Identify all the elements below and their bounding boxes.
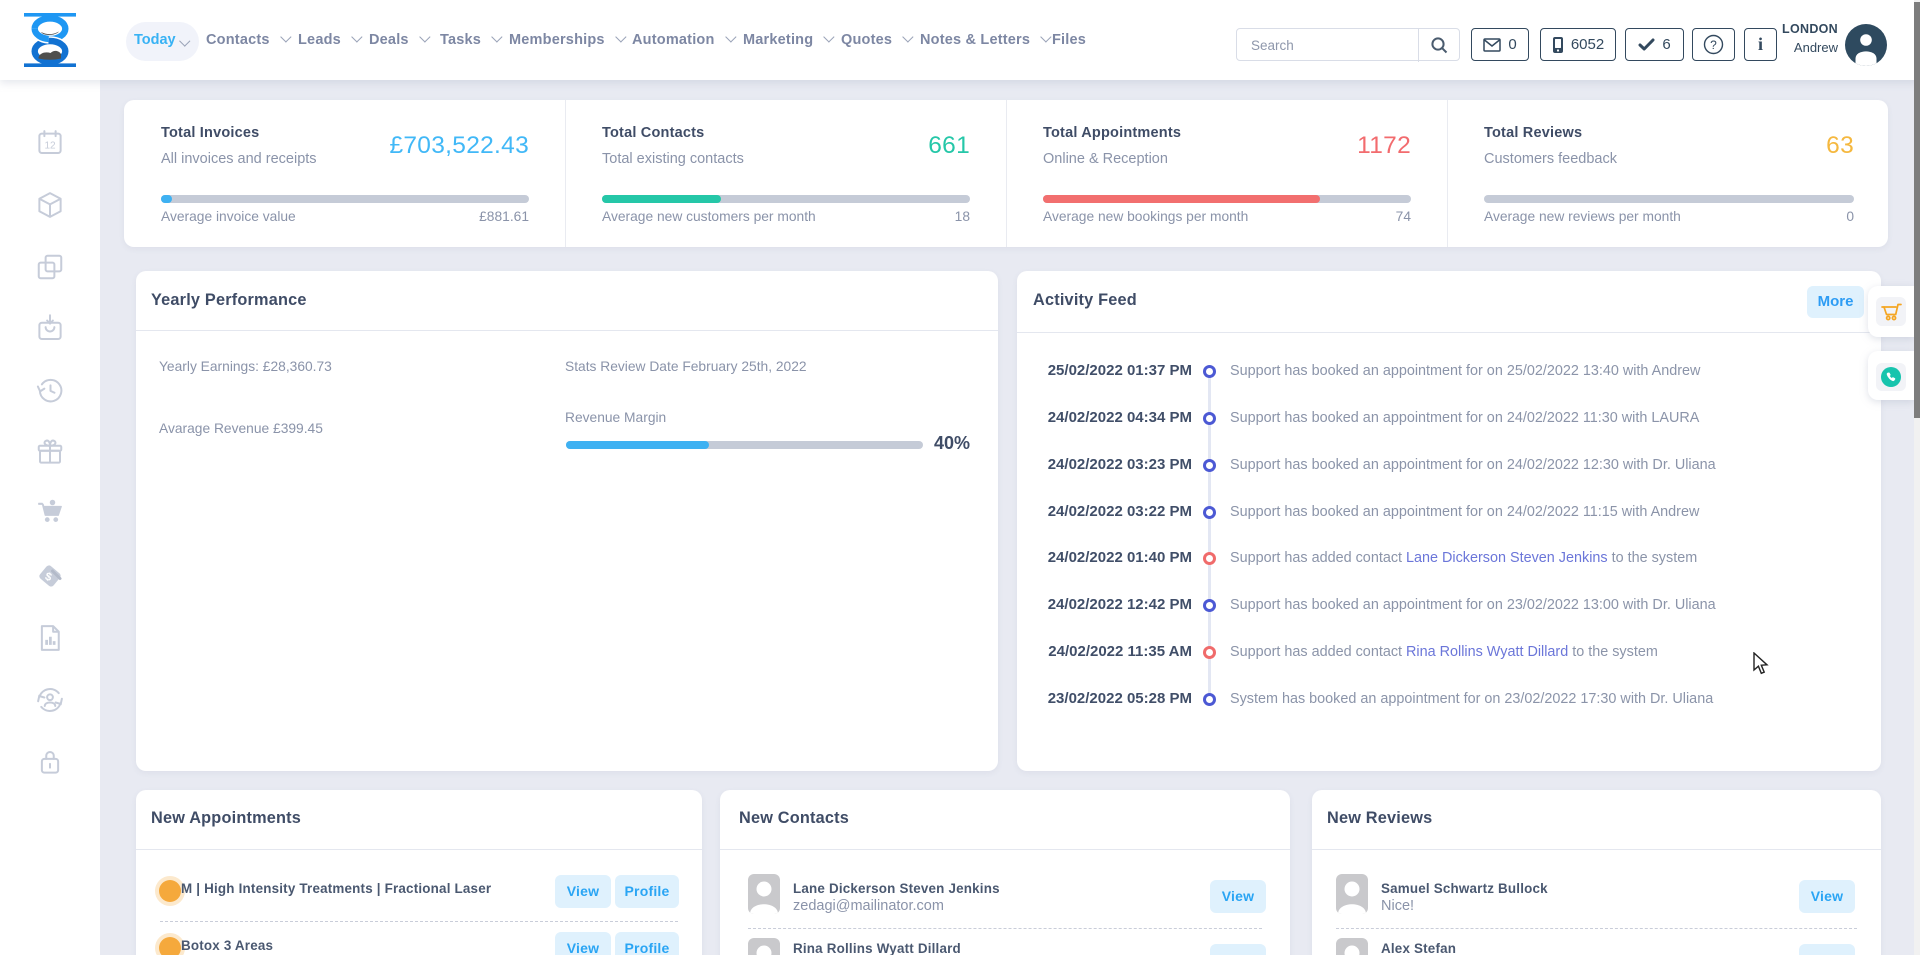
svg-text:12: 12 <box>44 141 56 152</box>
svg-text:?: ? <box>1710 38 1717 52</box>
svg-text:$: $ <box>43 571 53 585</box>
